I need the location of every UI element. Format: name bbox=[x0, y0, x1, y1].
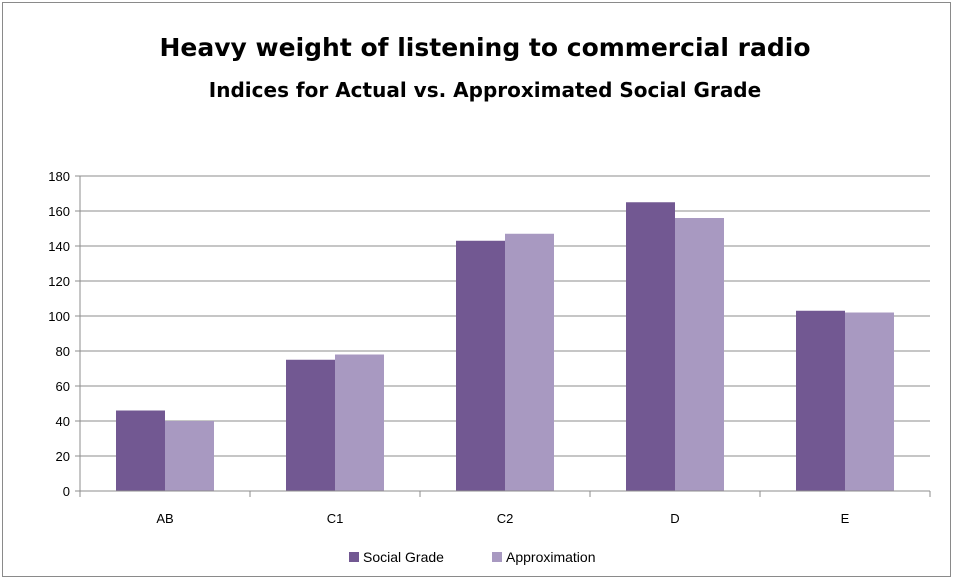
bar-approximation-d bbox=[675, 218, 724, 491]
legend-label-social-grade: Social Grade bbox=[363, 549, 444, 565]
y-tick-label: 120 bbox=[48, 274, 70, 289]
bar-social-grade-d bbox=[626, 202, 675, 491]
bars bbox=[116, 202, 894, 491]
bar-social-grade-c1 bbox=[286, 359, 335, 491]
y-tick-label: 140 bbox=[48, 239, 70, 254]
bar-approximation-c2 bbox=[505, 233, 554, 491]
y-tick-label: 100 bbox=[48, 309, 70, 324]
x-tick-label: AB bbox=[156, 511, 173, 526]
y-tick-label: 60 bbox=[56, 379, 70, 394]
bar-social-grade-c2 bbox=[456, 240, 505, 491]
bar-approximation-e bbox=[845, 312, 894, 491]
y-tick-label: 160 bbox=[48, 204, 70, 219]
x-tick-label: C2 bbox=[497, 511, 514, 526]
legend: Social Grade Approximation bbox=[349, 549, 596, 565]
y-tick-label: 80 bbox=[56, 344, 70, 359]
legend-swatch-approximation bbox=[492, 552, 502, 562]
y-tick-label: 0 bbox=[63, 484, 70, 499]
y-tick-label: 180 bbox=[48, 169, 70, 184]
x-tick-label: E bbox=[841, 511, 850, 526]
bar-social-grade-e bbox=[796, 310, 845, 491]
x-tick-label: C1 bbox=[327, 511, 344, 526]
x-tick-label: D bbox=[670, 511, 679, 526]
y-tick-label: 40 bbox=[56, 414, 70, 429]
y-tick-label: 20 bbox=[56, 449, 70, 464]
bar-social-grade-ab bbox=[116, 410, 165, 491]
legend-swatch-social-grade bbox=[349, 552, 359, 562]
legend-label-approximation: Approximation bbox=[506, 549, 596, 565]
axes: 0 20 40 60 80 100 120 140 160 180 AB C1 C2 D E bbox=[48, 169, 931, 526]
chart-title: Heavy weight of listening to commercial … bbox=[159, 33, 810, 62]
chart-subtitle: Indices for Actual vs. Approximated Soci… bbox=[209, 78, 761, 102]
bar-approximation-c1 bbox=[335, 354, 384, 491]
bar-approximation-ab bbox=[165, 421, 214, 491]
